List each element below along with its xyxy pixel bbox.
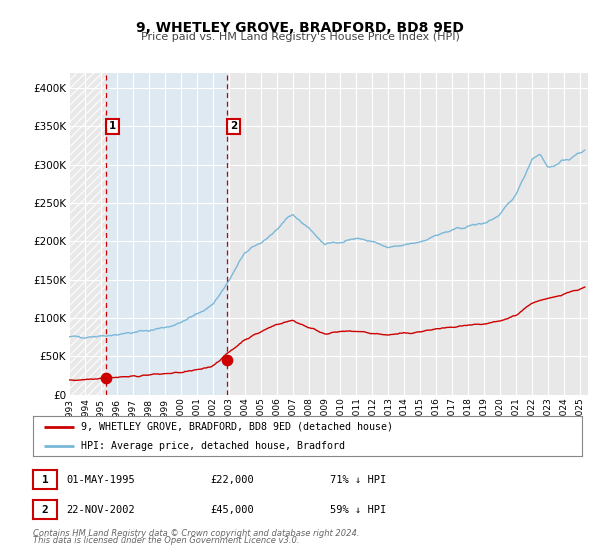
Point	[222, 356, 232, 365]
Text: HPI: Average price, detached house, Bradford: HPI: Average price, detached house, Brad…	[82, 441, 346, 451]
Text: 22-NOV-2002: 22-NOV-2002	[66, 505, 135, 515]
Text: Price paid vs. HM Land Registry's House Price Index (HPI): Price paid vs. HM Land Registry's House …	[140, 32, 460, 43]
Text: This data is licensed under the Open Government Licence v3.0.: This data is licensed under the Open Gov…	[33, 536, 299, 545]
Text: 71% ↓ HPI: 71% ↓ HPI	[330, 475, 386, 485]
Text: 59% ↓ HPI: 59% ↓ HPI	[330, 505, 386, 515]
Bar	[69, 73, 106, 395]
Point	[101, 374, 111, 382]
Text: £22,000: £22,000	[210, 475, 254, 485]
Bar	[106, 73, 227, 395]
Text: 9, WHETLEY GROVE, BRADFORD, BD8 9ED: 9, WHETLEY GROVE, BRADFORD, BD8 9ED	[136, 21, 464, 35]
Text: 1: 1	[109, 122, 116, 132]
Text: 01-MAY-1995: 01-MAY-1995	[66, 475, 135, 485]
Bar	[69, 73, 106, 395]
Text: 1: 1	[41, 475, 49, 485]
Text: 2: 2	[41, 505, 49, 515]
Text: £45,000: £45,000	[210, 505, 254, 515]
Text: 9, WHETLEY GROVE, BRADFORD, BD8 9ED (detached house): 9, WHETLEY GROVE, BRADFORD, BD8 9ED (det…	[82, 422, 394, 432]
Text: 2: 2	[230, 122, 237, 132]
Text: Contains HM Land Registry data © Crown copyright and database right 2024.: Contains HM Land Registry data © Crown c…	[33, 529, 359, 538]
